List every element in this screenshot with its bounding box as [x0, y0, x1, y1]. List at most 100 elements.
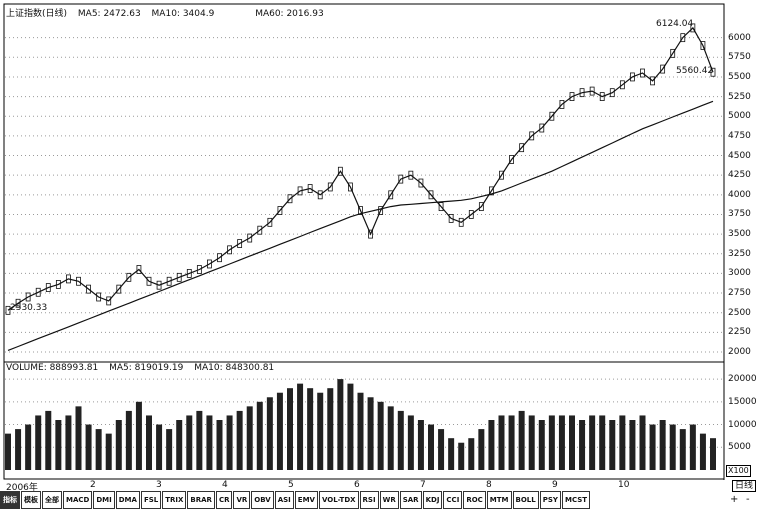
- indicator-tab[interactable]: MCST: [561, 491, 591, 509]
- index-title: 上证指数(日线): [6, 9, 68, 19]
- ma5-value: MA5: 2472.63: [77, 9, 141, 19]
- indicator-tab[interactable]: 指标: [0, 491, 20, 509]
- price-candle: [217, 253, 222, 263]
- volume-bar: [196, 410, 203, 470]
- volume-bar: [508, 415, 515, 470]
- volume-bar: [407, 415, 414, 470]
- indicator-tab[interactable]: EMV: [294, 491, 318, 509]
- volume-bar: [347, 383, 354, 470]
- price-tick-label: 5750: [728, 52, 751, 63]
- indicator-tab[interactable]: FSL: [140, 491, 162, 509]
- volume-bar: [65, 415, 72, 470]
- indicator-tab[interactable]: SAR: [399, 491, 422, 509]
- price-candle: [579, 88, 585, 98]
- volume-bar: [669, 424, 676, 470]
- volume-bar: [417, 420, 424, 470]
- volume-ma10: MA10: 848300.81: [194, 363, 275, 373]
- price-candle: [277, 206, 283, 215]
- indicator-tab[interactable]: CR: [215, 491, 233, 509]
- volume-unit: X100: [726, 465, 751, 477]
- volume-bar: [317, 392, 324, 470]
- volume-bar: [15, 429, 22, 470]
- indicator-tab[interactable]: VR: [233, 491, 251, 509]
- volume-bar: [710, 438, 716, 470]
- volume-bar: [25, 424, 32, 470]
- price-candle: [15, 298, 21, 308]
- indicator-tab[interactable]: CCI: [443, 491, 463, 509]
- price-tick-label: 2250: [728, 327, 751, 338]
- volume-bar: [55, 420, 62, 470]
- volume-bar: [599, 415, 606, 470]
- price-candle: [700, 41, 706, 50]
- volume-bar: [548, 415, 555, 470]
- volume-bar: [438, 429, 445, 470]
- indicator-tab[interactable]: 全部: [42, 491, 62, 509]
- volume-bar: [488, 420, 495, 470]
- indicator-tab[interactable]: KDJ: [422, 491, 443, 509]
- price-candle: [448, 213, 454, 223]
- volume-value: VOLUME: 888993.81: [6, 363, 99, 373]
- volume-tick-label: 20000: [728, 374, 757, 385]
- volume-bar: [287, 388, 293, 470]
- volume-bar: [226, 415, 233, 470]
- indicator-tab[interactable]: OBV: [251, 491, 274, 509]
- price-candle: [619, 80, 625, 90]
- price-candle: [509, 155, 514, 164]
- volume-bar: [558, 415, 565, 470]
- price-candle: [348, 182, 353, 192]
- price-candle: [76, 276, 81, 286]
- indicator-tab[interactable]: RSI: [359, 491, 379, 509]
- zoom-out-button[interactable]: -: [746, 494, 750, 505]
- volume-bar: [498, 415, 505, 470]
- volume-bar: [186, 415, 193, 470]
- price-candle: [499, 170, 504, 180]
- price-candle: [96, 292, 102, 302]
- volume-bar: [337, 379, 344, 470]
- price-candle: [237, 239, 243, 248]
- indicator-tab[interactable]: VOL-TDX: [318, 491, 359, 509]
- ma60-line: [7, 100, 714, 351]
- volume-bar: [5, 433, 11, 470]
- volume-bar: [166, 429, 173, 470]
- price-candle: [418, 178, 424, 188]
- indicator-tab[interactable]: DMA: [115, 491, 140, 509]
- indicator-tab[interactable]: ASI: [274, 491, 294, 509]
- month-label: 10: [618, 480, 630, 490]
- indicator-tab[interactable]: PSY: [539, 491, 561, 509]
- volume-bar: [518, 410, 525, 470]
- month-label: 3: [156, 480, 162, 490]
- volume-bar: [297, 383, 304, 470]
- volume-bar: [699, 433, 706, 470]
- price-candle: [196, 265, 202, 274]
- price-candle: [408, 170, 414, 180]
- volume-bar: [659, 420, 666, 470]
- daily-period-tab[interactable]: 日线: [732, 480, 757, 492]
- price-candle: [599, 92, 605, 101]
- indicator-tab[interactable]: BRAR: [187, 491, 215, 509]
- indicator-tab[interactable]: ROC: [463, 491, 486, 509]
- volume-bar: [176, 420, 183, 470]
- price-candle: [126, 272, 132, 282]
- indicator-tab[interactable]: MACD: [63, 491, 93, 509]
- indicator-tab[interactable]: DMI: [93, 491, 115, 509]
- volume-bar: [689, 424, 696, 470]
- month-axis: 2 3 4 5 6 7 8 9 10: [0, 480, 722, 491]
- indicator-tab[interactable]: TRIX: [162, 491, 187, 509]
- indicator-tab[interactable]: BOLL: [512, 491, 539, 509]
- price-tick-label: 4500: [728, 150, 751, 161]
- price-tick-label: 2750: [728, 288, 751, 299]
- volume-bar: [478, 429, 485, 470]
- price-candle: [569, 92, 575, 101]
- low-callout: 2530.33: [10, 303, 48, 313]
- price-candle: [529, 131, 535, 141]
- volume-legend: VOLUME: 888993.81 MA5: 819019.19 MA10: 8…: [6, 363, 282, 373]
- price-candle: [710, 67, 716, 77]
- price-candle: [146, 276, 152, 286]
- indicator-tab[interactable]: MTM: [486, 491, 512, 509]
- indicator-tab[interactable]: 模板: [21, 491, 41, 509]
- volume-bar: [397, 410, 404, 470]
- indicator-tab[interactable]: WR: [379, 491, 399, 509]
- zoom-in-button[interactable]: +: [730, 494, 739, 505]
- price-candle: [388, 190, 394, 200]
